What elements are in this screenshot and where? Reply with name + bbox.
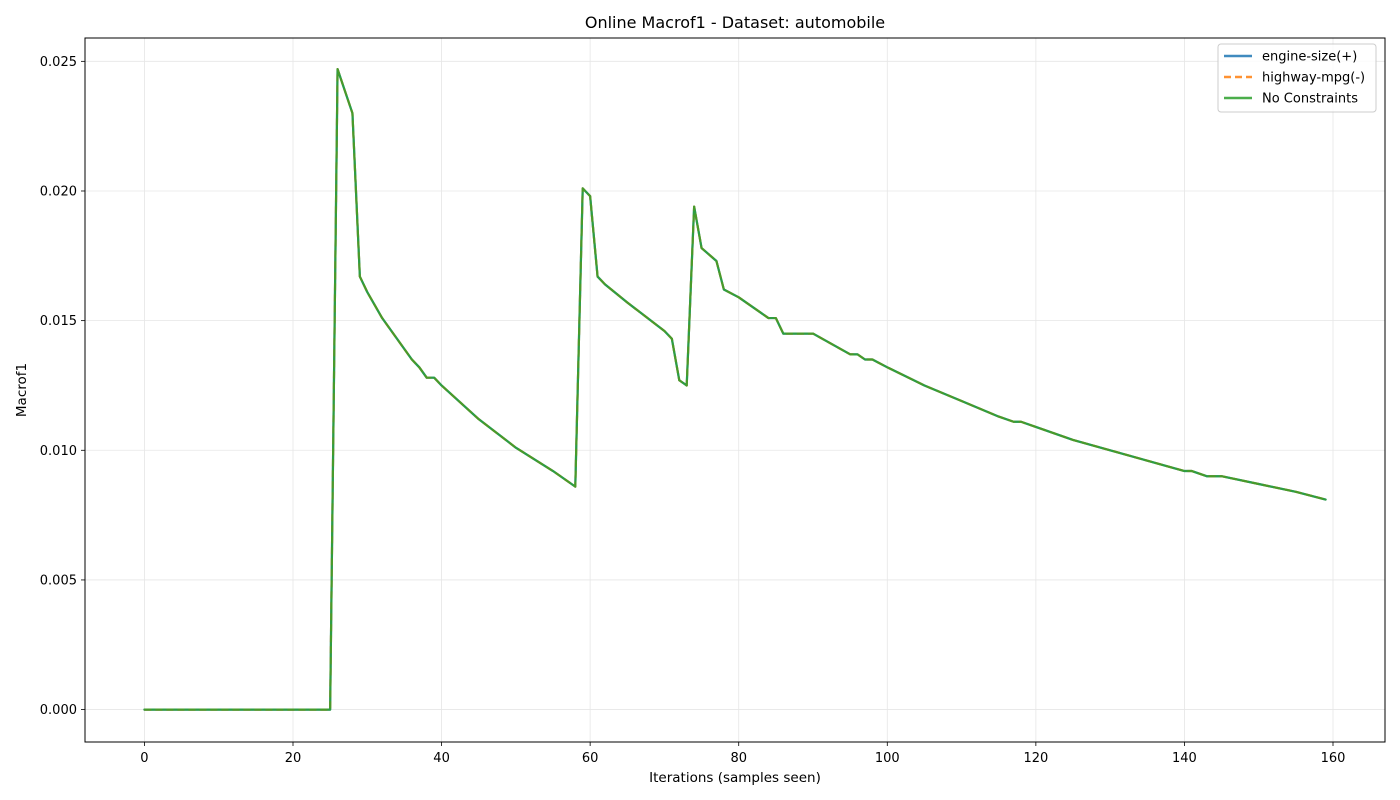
chart-title: Online Macrof1 - Dataset: automobile [585,13,885,32]
legend-box [1217,43,1377,113]
x-tick-label: 0 [140,751,148,766]
x-tick-label: 20 [285,751,302,766]
plot-area-frame [84,37,1386,743]
legend: engine-size(+) highway-mpg(-) No Constrain… [1217,43,1377,113]
y-tick-label: 0.015 [40,314,77,329]
legend-entries: engine-size(+) highway-mpg(-) No Constrain… [1224,50,1365,107]
x-axis-title: Iterations (samples seen) [649,770,821,786]
y-tick-label: 0.000 [40,703,77,718]
x-tick-label: 80 [730,751,747,766]
x-tick-label: 40 [433,751,450,766]
legend-label: No Constraints [1262,92,1358,107]
legend-label: engine-size(+) [1262,50,1357,65]
x-tick-label: 120 [1023,751,1048,766]
plot-series [143,68,1327,711]
grid-lines [85,38,1385,742]
y-tick-label: 0.010 [40,444,77,459]
y-tick-label: 0.025 [40,55,77,70]
x-tick-label: 140 [1172,751,1197,766]
x-tick-label: 100 [875,751,900,766]
x-tick-label: 60 [582,751,599,766]
series-line-no-constraints [143,68,1327,711]
x-tick-label: 160 [1321,751,1346,766]
legend-label: highway-mpg(-) [1262,71,1365,86]
y-tick-label: 0.020 [40,184,77,199]
y-axis-title: Macrof1 [14,363,30,417]
y-tick-label: 0.005 [40,573,77,588]
axis-ticks: 0 20 40 60 80 100 120 140 160 0.000 0.005 0.010 0.01… [40,55,1346,766]
